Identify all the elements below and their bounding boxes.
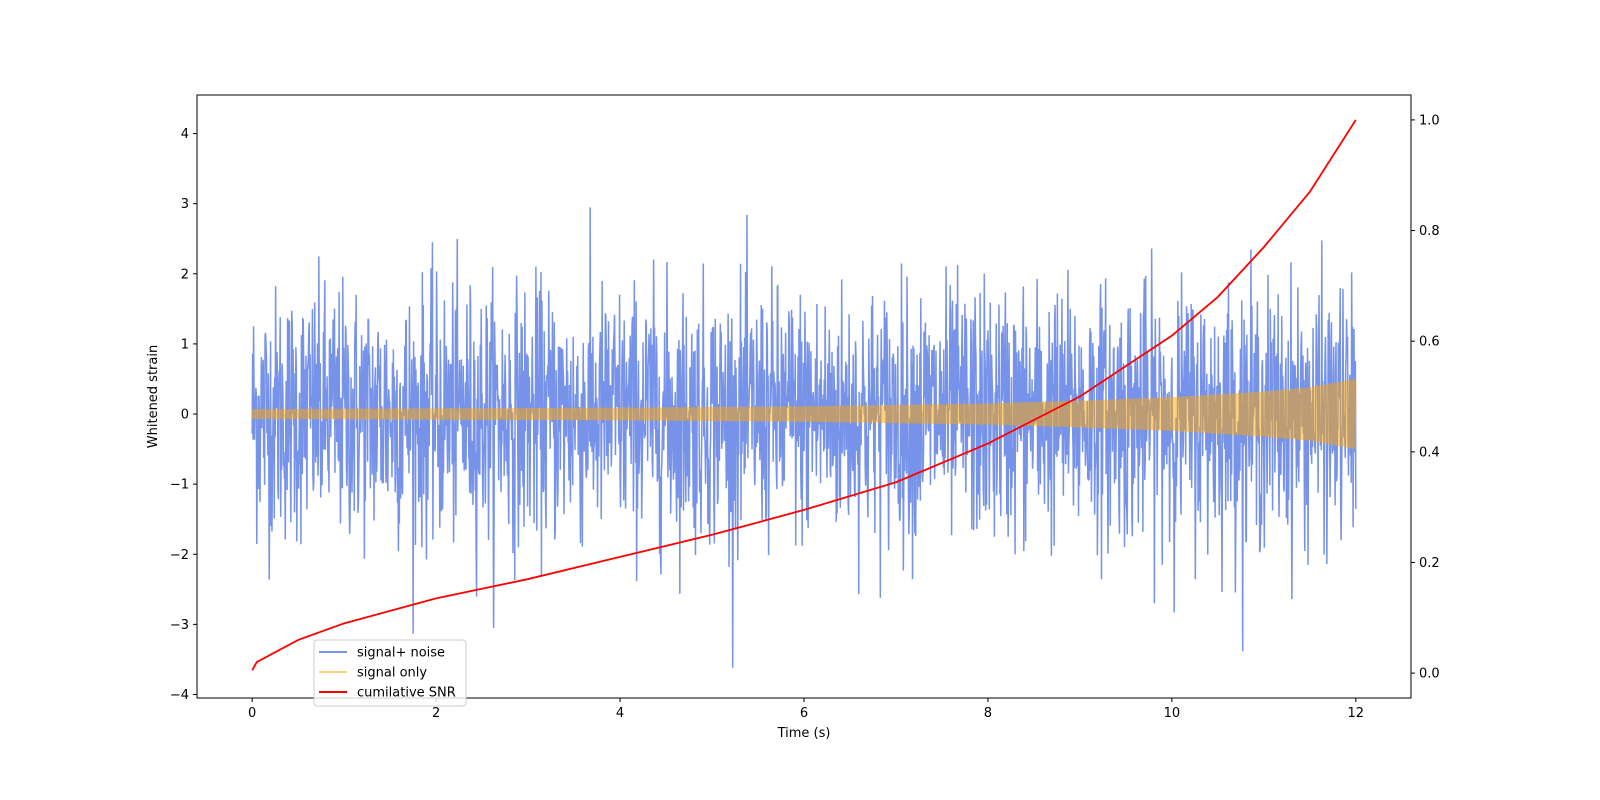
y-tick-label: −2: [170, 548, 189, 563]
y-tick-label: 2: [181, 267, 189, 282]
x-tick-label: 10: [1164, 706, 1181, 721]
plot-area: [251, 119, 1357, 671]
y2-tick-label: 0.0: [1419, 667, 1440, 682]
x-tick-label: 4: [616, 706, 624, 721]
legend-label-signal-noise: signal+ noise: [357, 646, 445, 661]
y-tick-label: 3: [181, 197, 189, 212]
y2-tick-label: 0.6: [1419, 335, 1440, 350]
y2-tick-label: 0.4: [1419, 445, 1440, 460]
x-axis-label: Time (s): [777, 726, 831, 741]
series-line-cumulative-snr: [251, 119, 1357, 671]
y-tick-label: 4: [181, 127, 189, 142]
x-tick-label: 2: [432, 706, 440, 721]
y-tick-label: 1: [181, 337, 189, 352]
y-tick-label: −4: [170, 688, 189, 703]
legend: signal+ noise signal only cumilative SNR: [313, 639, 467, 707]
y-tick-label: −1: [170, 478, 189, 493]
y2-tick-label: 0.2: [1419, 556, 1440, 571]
y-axis-label: Whitened strain: [146, 345, 161, 448]
y2-axis-ticks: 0.0 0.2 0.4 0.6 0.8 1.0: [1411, 113, 1440, 682]
legend-box: [313, 639, 467, 707]
series-line-signal-only: [251, 378, 1357, 450]
x-tick-label: 8: [984, 706, 992, 721]
series-line-signal-noise: [251, 207, 1357, 668]
y-axis-ticks: −4 −3 −2 −1 0 1 2 3 4: [170, 127, 197, 703]
legend-label-signal-only: signal only: [357, 666, 427, 681]
x-tick-label: 6: [800, 706, 808, 721]
y2-tick-label: 0.8: [1419, 224, 1440, 239]
x-tick-label: 12: [1348, 706, 1365, 721]
legend-label-cumulative-snr: cumilative SNR: [357, 686, 456, 701]
y-tick-label: 0: [181, 408, 189, 423]
y2-tick-label: 1.0: [1419, 113, 1440, 128]
x-tick-label: 0: [248, 706, 256, 721]
y-tick-label: −3: [170, 618, 189, 633]
